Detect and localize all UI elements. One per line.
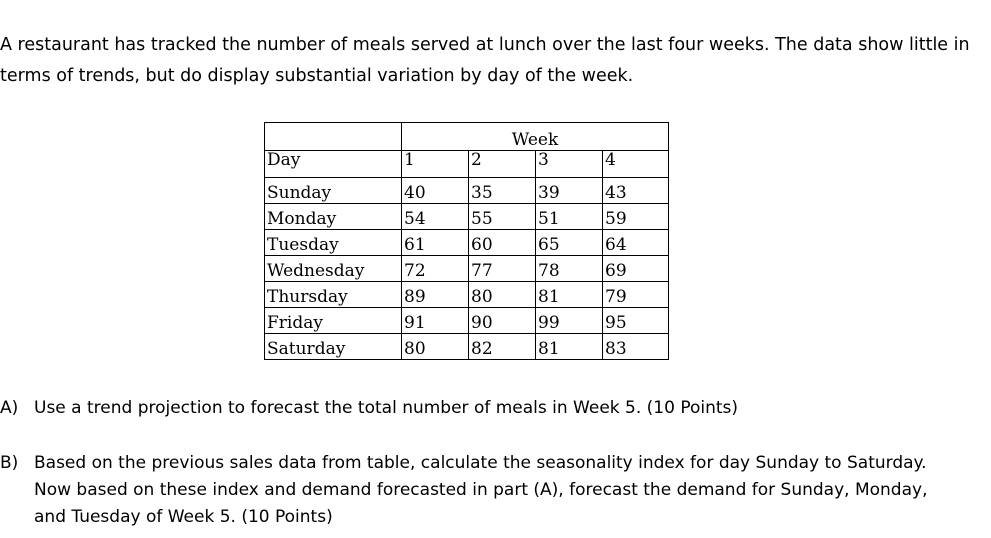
- value-cell: 82: [468, 333, 536, 360]
- value-cell: 79: [602, 281, 669, 308]
- table-row: Wednesday 72 77 78 69: [264, 255, 669, 282]
- day-header: Day: [264, 150, 402, 178]
- value-cell: 64: [602, 229, 669, 256]
- table-row: Sunday 40 35 39 43: [264, 177, 669, 204]
- question-text: Use a trend projection to forecast the t…: [34, 398, 739, 418]
- table-row: Thursday 89 80 81 79: [264, 281, 669, 308]
- week-header: Week: [401, 122, 669, 151]
- value-cell: 91: [401, 307, 469, 334]
- value-cell: 99: [535, 307, 603, 334]
- value-cell: 72: [401, 255, 469, 282]
- value-cell: 80: [401, 333, 469, 360]
- value-cell: 83: [602, 333, 669, 360]
- value-cell: 80: [468, 281, 536, 308]
- value-cell: 39: [535, 177, 603, 204]
- value-cell: 81: [535, 281, 603, 308]
- problem-intro: A restaurant has tracked the number of m…: [0, 35, 970, 86]
- value-cell: 77: [468, 255, 536, 282]
- value-cell: 61: [401, 229, 469, 256]
- value-cell: 90: [468, 307, 536, 334]
- question-letter: B): [0, 453, 19, 473]
- value-cell: 43: [602, 177, 669, 204]
- week-number-cell: 4: [602, 150, 669, 178]
- day-cell: Sunday: [264, 177, 402, 204]
- table-row: Tuesday 61 60 65 64: [264, 229, 669, 256]
- value-cell: 69: [602, 255, 669, 282]
- table-row: Monday 54 55 51 59: [264, 203, 669, 230]
- question-text: Based on the previous sales data from ta…: [34, 453, 928, 527]
- value-cell: 40: [401, 177, 469, 204]
- value-cell: 78: [535, 255, 603, 282]
- value-cell: 55: [468, 203, 536, 230]
- day-cell: Wednesday: [264, 255, 402, 282]
- value-cell: 95: [602, 307, 669, 334]
- table-row: Saturday 80 82 81 83: [264, 333, 669, 360]
- day-cell: Friday: [264, 307, 402, 334]
- week-header-row: Week: [264, 122, 669, 151]
- value-cell: 60: [468, 229, 536, 256]
- week-number-cell: 2: [468, 150, 536, 178]
- day-header-row: Day 1 2 3 4: [264, 150, 669, 178]
- question-letter: A): [0, 398, 19, 418]
- week-number-cell: 1: [401, 150, 469, 178]
- day-cell: Saturday: [264, 333, 402, 360]
- value-cell: 54: [401, 203, 469, 230]
- day-cell: Monday: [264, 203, 402, 230]
- value-cell: 65: [535, 229, 603, 256]
- day-cell: Thursday: [264, 281, 402, 308]
- value-cell: 51: [535, 203, 603, 230]
- value-cell: 35: [468, 177, 536, 204]
- table-row: Friday 91 90 99 95: [264, 307, 669, 334]
- day-cell: Tuesday: [264, 229, 402, 256]
- value-cell: 59: [602, 203, 669, 230]
- value-cell: 89: [401, 281, 469, 308]
- meals-table: Week Day 1 2 3 4 Sunday 40 35 39 43 Mond…: [264, 122, 669, 360]
- week-number-cell: 3: [535, 150, 603, 178]
- empty-corner-cell: [264, 122, 402, 151]
- value-cell: 81: [535, 333, 603, 360]
